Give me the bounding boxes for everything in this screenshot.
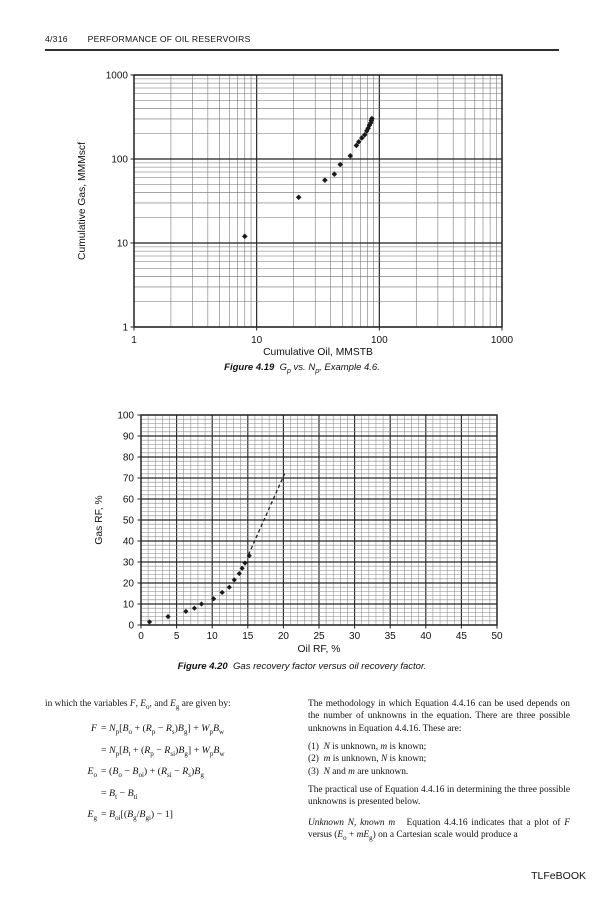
svg-text:40: 40 bbox=[123, 536, 135, 547]
svg-text:80: 80 bbox=[123, 452, 135, 463]
svg-text:10: 10 bbox=[251, 335, 263, 346]
svg-text:30: 30 bbox=[123, 557, 135, 568]
paragraph-methodology: The methodology in which Equation 4.4.16… bbox=[308, 699, 570, 734]
equation-line-1: F = Np[Bo + (Rp − Rs)Bg] + WpBw bbox=[45, 723, 298, 736]
svg-text:1000: 1000 bbox=[491, 335, 514, 346]
svg-text:25: 25 bbox=[313, 631, 325, 642]
figure-4-19-chart: 1 10 100 1000 1 10 100 1000 Cumulative Oil, MMST… bbox=[77, 70, 514, 358]
equation-lhs bbox=[45, 745, 97, 758]
svg-text:35: 35 bbox=[385, 631, 397, 642]
footer-watermark: TLFeBOOK bbox=[531, 870, 586, 882]
svg-text:5: 5 bbox=[174, 631, 180, 642]
svg-text:70: 70 bbox=[123, 473, 135, 484]
svg-text:100: 100 bbox=[371, 335, 388, 346]
svg-text:100: 100 bbox=[117, 410, 134, 421]
figure-4-19-caption: Figure 4.19 Gp vs. Np, Example 4.6. bbox=[224, 362, 380, 375]
figure-4-20-caption: Figure 4.20 Gas recovery factor versus o… bbox=[177, 661, 427, 672]
equation-line-3: Eo = (Bo − Boi) + (Rsi − Rs)Bg bbox=[45, 766, 298, 779]
svg-text:Cumulative Oil, MMSTB: Cumulative Oil, MMSTB bbox=[263, 347, 373, 358]
equation-lhs: Eo bbox=[87, 766, 97, 780]
svg-text:1: 1 bbox=[131, 335, 137, 346]
equation-lhs: Eg bbox=[87, 809, 97, 823]
svg-text:50: 50 bbox=[491, 631, 503, 642]
list-item-2: (2) m is unknown, N is known; bbox=[308, 754, 427, 765]
equation-lhs: F bbox=[90, 723, 97, 735]
intro-paragraph: in which the variables F, Eo, and Eg are… bbox=[45, 699, 231, 711]
list-item-1: (1) N is unknown, m is known; bbox=[308, 741, 427, 752]
svg-text:10: 10 bbox=[123, 599, 135, 610]
svg-text:Gas RF, %: Gas RF, % bbox=[94, 495, 105, 544]
page-header: 4/316 PERFORMANCE OF OIL RESERVOIRS bbox=[45, 34, 251, 44]
equation-rhs: = Boi[(Bg/Bgi) − 1] bbox=[101, 809, 173, 823]
svg-text:15: 15 bbox=[242, 631, 254, 642]
svg-text:45: 45 bbox=[456, 631, 468, 642]
svg-text:Cumulative Gas, MMMscf: Cumulative Gas, MMMscf bbox=[77, 142, 88, 260]
svg-text:10: 10 bbox=[117, 238, 129, 249]
svg-text:1000: 1000 bbox=[106, 70, 129, 81]
svg-text:30: 30 bbox=[349, 631, 361, 642]
svg-text:90: 90 bbox=[123, 431, 135, 442]
left-column: in which the variables F, Eo, and Eg are… bbox=[45, 698, 298, 831]
svg-text:1: 1 bbox=[122, 322, 128, 333]
svg-text:10: 10 bbox=[207, 631, 219, 642]
paragraph-practical-use: The practical use of Equation 4.4.16 in … bbox=[308, 784, 570, 808]
svg-text:Oil RF, %: Oil RF, % bbox=[298, 644, 341, 655]
running-title: PERFORMANCE OF OIL RESERVOIRS bbox=[87, 34, 251, 44]
svg-text:60: 60 bbox=[123, 494, 135, 505]
equation-lhs bbox=[45, 788, 97, 801]
paragraph-unknown-n-known-m: Unknown N, known m Equation 4.4.16 indic… bbox=[308, 817, 573, 842]
right-column: The methodology in which Equation 4.4.16… bbox=[308, 698, 570, 847]
page-number: 4/316 bbox=[45, 34, 68, 44]
equation-rhs: = Bt − Bti bbox=[101, 787, 138, 801]
figure-4-20-chart: 0 5 10 15 20 25 30 35 40 45 50 0 10 20 30 40 50 60 70 80 90 1… bbox=[94, 410, 503, 655]
equation-line-5: Eg = Boi[(Bg/Bgi) − 1] bbox=[45, 809, 298, 822]
svg-text:0: 0 bbox=[128, 620, 134, 631]
list-item-3: (3) N and m are unknown. bbox=[308, 766, 409, 777]
equation-block: F = Np[Bo + (Rp − Rs)Bg] + WpBw = Np[Bt +… bbox=[45, 723, 298, 822]
svg-text:20: 20 bbox=[278, 631, 290, 642]
unknowns-list: (1) N is unknown, m is known; (2) m is u… bbox=[308, 741, 570, 778]
equation-line-2: = Np[Bt + (Rp − Rsi)Bg] + WpBw bbox=[45, 745, 298, 758]
equation-rhs: = (Bo − Boi) + (Rsi − Rs)Bg bbox=[101, 766, 204, 780]
svg-text:100: 100 bbox=[111, 154, 128, 165]
svg-text:20: 20 bbox=[123, 578, 135, 589]
equation-line-4: = Bt − Bti bbox=[45, 788, 298, 801]
equation-rhs: = Np[Bt + (Rp − Rsi)Bg] + WpBw bbox=[101, 744, 225, 758]
header-rule bbox=[45, 49, 559, 51]
svg-text:50: 50 bbox=[123, 515, 135, 526]
svg-text:0: 0 bbox=[138, 631, 144, 642]
svg-text:40: 40 bbox=[420, 631, 432, 642]
equation-rhs: = Np[Bo + (Rp − Rs)Bg] + WpBw bbox=[101, 723, 225, 737]
